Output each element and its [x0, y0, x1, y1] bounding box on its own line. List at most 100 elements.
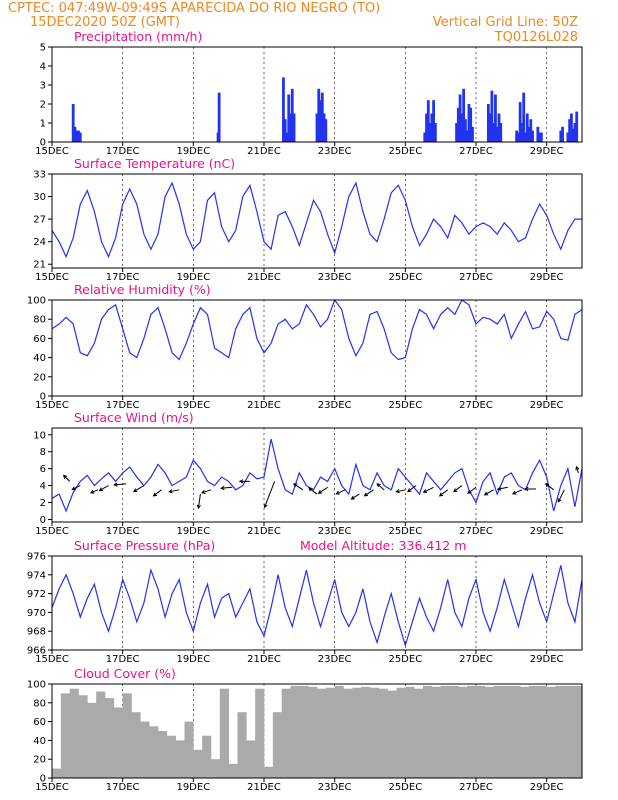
wind-arrow-head — [363, 492, 369, 497]
precip-bar — [320, 92, 324, 142]
wind-arrow-shaft — [318, 486, 328, 494]
wind-arrow-head — [467, 489, 472, 494]
precip-bar — [425, 113, 428, 142]
wind-arrow — [98, 485, 109, 492]
x-tick-label: 17DEC — [106, 654, 140, 665]
wind-arrow — [308, 487, 318, 495]
precip-bar — [322, 113, 326, 142]
cloud-bar — [573, 685, 583, 778]
wind-arrow-shaft — [512, 489, 523, 495]
wind-arrow-head — [422, 489, 428, 493]
precip-bar — [455, 123, 458, 142]
precip-bar — [497, 113, 501, 142]
y-tick-label: 0 — [40, 774, 46, 785]
cloud-bar — [493, 685, 503, 778]
x-tick-label: 27DEC — [459, 400, 493, 411]
precip-bar — [71, 104, 75, 142]
x-tick-label: 19DEC — [176, 146, 210, 157]
precip-frame — [51, 46, 583, 143]
x-tick-label: 27DEC — [459, 146, 493, 157]
precip-bar — [570, 113, 573, 142]
precip-bar — [433, 123, 437, 142]
wind-arrow — [220, 485, 233, 491]
y-tick-label: 0 — [40, 138, 46, 149]
precip-bar — [465, 130, 469, 142]
cloud-bar — [60, 693, 70, 778]
cloud-bar — [317, 688, 327, 778]
y-tick-label: 970 — [27, 608, 46, 619]
cloud-bar — [131, 712, 141, 778]
cloud-bar — [467, 685, 477, 778]
cloud-bar — [290, 685, 300, 778]
cloud-bar — [202, 735, 212, 778]
precip-bar — [538, 132, 541, 142]
cloud-bar — [69, 688, 79, 778]
precip-bar — [488, 113, 492, 142]
wind-arrow-head — [308, 487, 313, 492]
cloud-bar — [423, 685, 433, 778]
header-location: CPTEC: 047:49W-09:49S APARECIDA DO RIO N… — [8, 1, 380, 16]
x-tick-label: 25DEC — [388, 272, 422, 283]
wind-arrow — [152, 489, 162, 497]
precip-bar — [464, 119, 467, 142]
precip-bar — [492, 123, 496, 142]
wind-arrow — [496, 486, 508, 491]
x-tick-label: 23DEC — [318, 400, 352, 411]
wind-arrow — [196, 493, 201, 510]
cloud-bar — [175, 740, 185, 778]
x-tick-label: 23DEC — [318, 526, 352, 537]
wind-arrow-head — [524, 486, 529, 492]
y-tick-label: 30 — [33, 192, 46, 203]
precip-bar — [527, 126, 531, 142]
wind-arrow-shaft — [133, 485, 145, 493]
wind-arrow — [113, 482, 127, 487]
x-tick-label: 29DEC — [530, 526, 564, 537]
cloud-bar — [96, 691, 106, 778]
precip-bar — [517, 132, 520, 142]
rh-series-line — [51, 298, 583, 361]
cloud-bar — [502, 685, 512, 778]
cloud-bar — [361, 686, 371, 778]
x-tick-label: 21DEC — [247, 782, 281, 793]
cloud-bar — [352, 687, 362, 778]
precip-bar — [290, 88, 294, 142]
x-tick-label: 17DEC — [106, 782, 140, 793]
wind-arrow — [132, 485, 145, 493]
precip-bar — [536, 126, 540, 142]
y-tick-label: 4 — [40, 481, 46, 492]
cloud-bar — [52, 768, 62, 778]
x-tick-label: 15DEC — [35, 782, 69, 793]
x-tick-label: 29DEC — [530, 146, 564, 157]
precip-bar — [423, 132, 427, 142]
x-tick-label: 21DEC — [247, 146, 281, 157]
x-tick-label: 29DEC — [530, 272, 564, 283]
wind-arrow — [557, 489, 565, 503]
wind-arrow-head — [317, 489, 323, 494]
y-tick-label: 27 — [33, 215, 46, 226]
wind-arrow — [395, 489, 406, 494]
wind-arrow — [511, 489, 523, 495]
wind-arrow — [422, 486, 434, 493]
precip-title: Precipitation (mm/h) — [74, 29, 202, 44]
precip-bar — [285, 132, 289, 142]
wind-arrow — [407, 485, 417, 493]
wind-arrow-head — [132, 488, 138, 493]
wind-arrow — [483, 489, 494, 496]
wind-arrow-head — [511, 490, 517, 495]
wind-arrow-shaft — [497, 486, 508, 490]
wind-arrow-head — [453, 488, 458, 493]
wind-arrow-head — [220, 485, 225, 491]
precip-bar — [490, 90, 494, 142]
x-tick-label: 25DEC — [388, 654, 422, 665]
precip-bar — [522, 92, 526, 142]
wind-series-line — [51, 438, 583, 513]
wind-arrow-head — [62, 474, 68, 479]
y-tick-label: 2 — [40, 100, 46, 111]
precip-bar — [561, 126, 564, 142]
wind-arrow — [263, 481, 276, 509]
wind-arrow-shaft — [90, 489, 99, 494]
wind-arrow-shaft — [99, 485, 109, 492]
x-tick-label: 15DEC — [35, 146, 69, 157]
wind-arrow — [62, 474, 71, 482]
precip-bar — [77, 130, 80, 142]
